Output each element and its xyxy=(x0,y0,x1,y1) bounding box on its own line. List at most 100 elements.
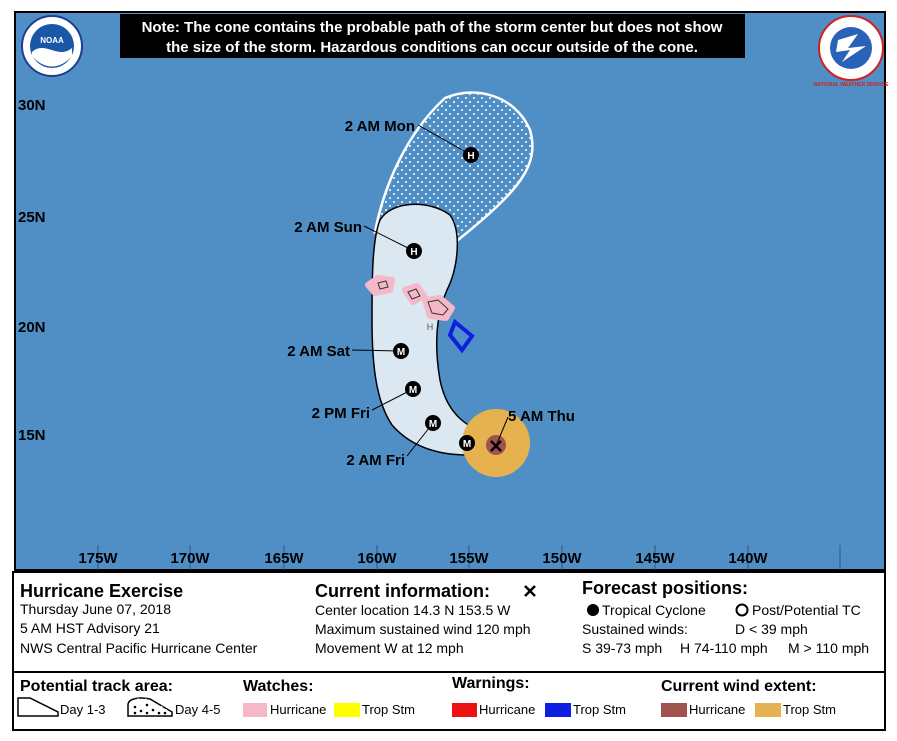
island xyxy=(407,288,421,300)
point-labels: 2 AM Mon 2 AM Sun 2 AM Sat 2 PM Fri 2 AM… xyxy=(287,118,575,469)
legend-cone13 xyxy=(17,697,59,717)
point xyxy=(405,381,421,397)
island-watch xyxy=(402,283,427,305)
leader xyxy=(495,416,509,447)
legend-dot xyxy=(133,711,137,715)
forecast-item: Sustained winds: xyxy=(582,621,688,637)
point-label: 2 AM Mon xyxy=(345,118,415,135)
legend-dot xyxy=(139,709,143,713)
logo-bolt xyxy=(836,34,866,62)
legend-dot xyxy=(133,705,137,709)
forecast-item: H 74-110 mph xyxy=(680,640,768,656)
logo-text: NATIONAL WEATHER SERVICE xyxy=(814,82,890,88)
leader xyxy=(351,349,402,352)
point-intensity: M xyxy=(429,419,437,430)
legend-dot xyxy=(145,703,149,707)
swatch-trop-wind xyxy=(755,703,781,717)
point xyxy=(459,435,475,451)
legend-item: Hurricane xyxy=(689,702,745,717)
point xyxy=(393,343,409,359)
current-line: Center location 14.3 N 153.5 W xyxy=(315,602,511,618)
current-line: Movement W at 12 mph xyxy=(315,640,464,656)
swatch-hurricane-watch xyxy=(243,703,267,717)
lat-label: 25N xyxy=(18,209,46,226)
tc-icon xyxy=(587,604,599,616)
logo-text: NOAA xyxy=(40,36,64,45)
legend-heading: Warnings: xyxy=(452,675,530,692)
point-intensity: H xyxy=(410,247,417,258)
current-line: Maximum sustained wind 120 mph xyxy=(315,621,531,637)
lat-label: 15N xyxy=(18,427,46,444)
island xyxy=(377,280,389,290)
current-heading: Current information: xyxy=(315,581,490,601)
note-line: the size of the storm. Hazardous conditi… xyxy=(166,39,698,56)
leader xyxy=(417,124,472,156)
lon-label: 170W xyxy=(170,550,210,567)
legend-dots xyxy=(128,698,172,716)
forecast-heading: Forecast positions: xyxy=(582,578,748,598)
legend-item: Trop Stm xyxy=(573,702,626,717)
point-intensity: M xyxy=(463,439,471,450)
ptc-icon xyxy=(735,603,749,617)
forecast-item: Post/Potential TC xyxy=(752,602,861,618)
legend-item: Trop Stm xyxy=(783,702,836,717)
advisory: 5 AM HST Advisory 21 xyxy=(20,620,160,636)
legend-heading: Current wind extent: xyxy=(661,678,817,695)
cone-day45 xyxy=(373,91,534,242)
legend-heading: Watches: xyxy=(243,678,314,695)
legend-item: Day 4-5 xyxy=(175,702,221,717)
point-label: 5 AM Thu xyxy=(508,408,575,425)
legend-item: Hurricane xyxy=(479,702,535,717)
island-watch xyxy=(365,275,395,296)
lon-label: 155W xyxy=(449,550,489,567)
point xyxy=(406,243,422,259)
islands xyxy=(377,280,449,316)
cone-day13 xyxy=(371,203,499,456)
swatch-hurricane-warning xyxy=(452,703,477,717)
point-intensity: H xyxy=(467,151,474,162)
island xyxy=(427,299,449,316)
current-icon xyxy=(524,585,536,597)
lon-label: 175W xyxy=(78,550,118,567)
swatch-hurricane-wind xyxy=(661,703,687,717)
legend-dot xyxy=(145,711,149,715)
forecast-item: M > 110 mph xyxy=(788,640,869,656)
point-label: 2 AM Sun xyxy=(294,219,362,236)
nws-logo: NATIONAL WEATHER SERVICE xyxy=(814,15,890,88)
legend-dot xyxy=(163,711,167,715)
date: Thursday June 07, 2018 xyxy=(20,601,171,617)
forecast-points: H H M M M M xyxy=(393,147,502,452)
point-intensity: M xyxy=(397,347,405,358)
lon-label: 165W xyxy=(264,550,304,567)
logo-wave xyxy=(32,48,72,67)
legend-item: Trop Stm xyxy=(362,702,415,717)
swatch-trop-warning xyxy=(545,703,571,717)
lon-labels: 175W 170W 165W 160W 155W 150W 145W 140W xyxy=(78,550,768,567)
point-label: 2 AM Fri xyxy=(346,452,405,469)
leader xyxy=(363,225,415,252)
legend-dot xyxy=(157,711,161,715)
legend-item: Hurricane xyxy=(270,702,326,717)
legend-item: Day 1-3 xyxy=(60,702,106,717)
trop-storm-warning xyxy=(447,318,475,354)
point-label: 2 AM Sat xyxy=(287,343,350,360)
lon-label: 145W xyxy=(635,550,675,567)
island-marker: H xyxy=(427,322,434,332)
noaa-logo: NOAA xyxy=(21,15,83,77)
legend-dots-dark xyxy=(133,703,167,715)
lat-label: 30N xyxy=(18,97,46,114)
point xyxy=(463,147,479,163)
lat-label: 20N xyxy=(18,319,46,336)
current-position xyxy=(490,440,502,452)
legend-dot xyxy=(151,708,155,712)
lon-label: 140W xyxy=(728,550,768,567)
point xyxy=(425,415,441,431)
note-line: Note: The cone contains the probable pat… xyxy=(142,19,723,36)
legend-heading: Potential track area: xyxy=(20,678,173,695)
note-box xyxy=(120,14,745,58)
storm-name: Hurricane Exercise xyxy=(20,581,183,601)
point-label: 2 PM Fri xyxy=(312,405,370,422)
forecast-item: S 39-73 mph xyxy=(582,640,662,656)
